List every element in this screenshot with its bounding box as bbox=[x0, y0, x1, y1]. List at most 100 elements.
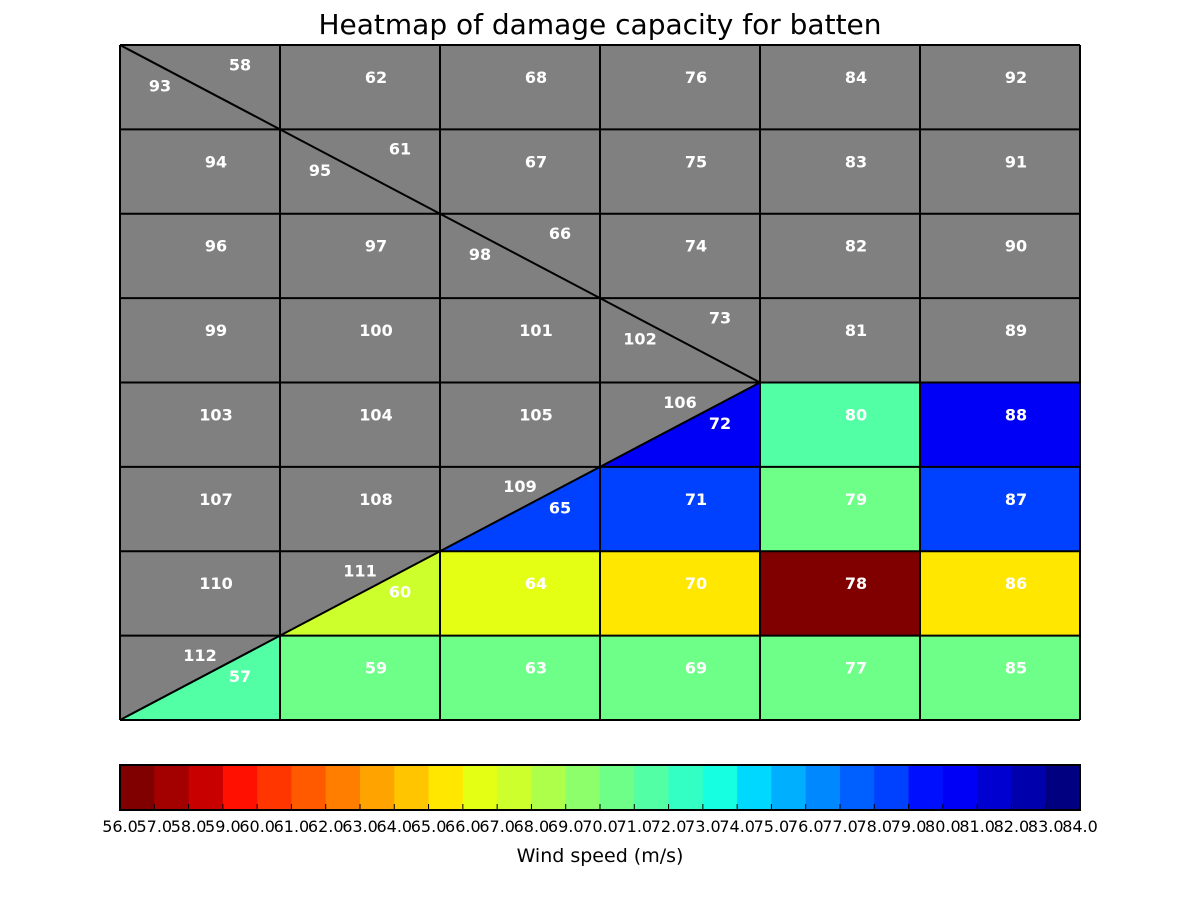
chart-title: Heatmap of damage capacity for batten bbox=[318, 8, 881, 41]
colorbar-tick-label: 61.0 bbox=[274, 817, 310, 836]
colorbar-segment bbox=[600, 765, 635, 810]
colorbar-segment bbox=[428, 765, 464, 810]
cell-1-4-label: 83 bbox=[845, 152, 867, 171]
colorbar-tick-label: 80.0 bbox=[925, 817, 961, 836]
cell-3-3-upper-label: 73 bbox=[709, 308, 731, 327]
cell-0-0-lower-label: 93 bbox=[149, 76, 171, 95]
colorbar-tick-label: 79.0 bbox=[891, 817, 927, 836]
colorbar-tick-label: 71.0 bbox=[616, 817, 652, 836]
cell-7-3-fill bbox=[600, 635, 760, 720]
colorbar-segment bbox=[874, 765, 910, 810]
cell-1-5-fill bbox=[920, 129, 1080, 214]
cell-7-2-fill bbox=[440, 635, 600, 720]
cell-3-0-fill bbox=[120, 298, 280, 383]
cell-7-1-label: 59 bbox=[365, 659, 387, 678]
colorbar-tick-label: 67.0 bbox=[479, 817, 515, 836]
cell-5-3-label: 71 bbox=[685, 490, 707, 509]
diagonal-line bbox=[279, 550, 441, 637]
cell-6-3-fill bbox=[600, 551, 760, 636]
cell-0-5-label: 92 bbox=[1005, 68, 1027, 87]
cell-1-3-fill bbox=[600, 129, 760, 214]
colorbar-segment bbox=[360, 765, 395, 810]
colorbar-tick-label: 75.0 bbox=[754, 817, 790, 836]
cell-4-3-upper-label: 106 bbox=[663, 393, 696, 412]
colorbar-tick-label: 69.0 bbox=[548, 817, 584, 836]
colorbar-tick-label: 57.0 bbox=[136, 817, 172, 836]
cell-2-3-label: 74 bbox=[685, 237, 707, 256]
colorbar-segment bbox=[805, 765, 841, 810]
colorbar-label: Wind speed (m/s) bbox=[517, 845, 684, 867]
cell-1-2-label: 67 bbox=[525, 152, 547, 171]
colorbar-tick-label: 83.0 bbox=[1028, 817, 1064, 836]
cell-0-3-fill bbox=[600, 45, 760, 130]
cell-6-2-label: 64 bbox=[525, 574, 547, 593]
colorbar-segment bbox=[1045, 765, 1081, 810]
colorbar-segment bbox=[840, 765, 875, 810]
colorbar-tick-label: 70.0 bbox=[582, 817, 618, 836]
cell-3-1-label: 100 bbox=[359, 321, 392, 340]
colorbar-tick-label: 65.0 bbox=[411, 817, 447, 836]
colorbar-tick-label: 63.0 bbox=[342, 817, 378, 836]
colorbar-tick-label: 78.0 bbox=[856, 817, 892, 836]
diagonal-line bbox=[279, 128, 441, 215]
colorbar-tick-label: 72.0 bbox=[651, 817, 687, 836]
colorbar-tick-label: 62.0 bbox=[308, 817, 344, 836]
colorbar-segment bbox=[942, 765, 978, 810]
cell-4-5-label: 88 bbox=[1005, 405, 1027, 424]
colorbar-segment bbox=[531, 765, 567, 810]
colorbar-tick-label: 73.0 bbox=[685, 817, 721, 836]
cell-2-1-label: 97 bbox=[365, 237, 387, 256]
cell-2-4-fill bbox=[760, 213, 920, 299]
cell-4-1-fill bbox=[280, 382, 440, 467]
cell-4-3-lower-label: 72 bbox=[709, 414, 731, 433]
diagonal-line bbox=[119, 634, 281, 721]
colorbar-segment bbox=[257, 765, 293, 810]
cell-5-0-fill bbox=[120, 466, 280, 552]
colorbar-segment bbox=[565, 765, 601, 810]
cell-0-2-fill bbox=[440, 45, 600, 130]
colorbar-tick-label: 74.0 bbox=[719, 817, 755, 836]
cell-0-3-label: 76 bbox=[685, 68, 707, 87]
cell-5-4-label: 79 bbox=[845, 490, 867, 509]
cell-2-4-label: 82 bbox=[845, 237, 867, 256]
cell-6-5-label: 86 bbox=[1005, 574, 1027, 593]
colorbar-segment bbox=[1011, 765, 1047, 810]
cell-1-0-fill bbox=[120, 129, 280, 214]
cell-6-1-lower-label: 60 bbox=[389, 583, 411, 602]
colorbar-segment bbox=[462, 765, 498, 810]
colorbar-tick-label: 56.0 bbox=[102, 817, 138, 836]
cell-4-0-label: 103 bbox=[199, 405, 232, 424]
colorbar-tick-label: 84.0 bbox=[1062, 817, 1098, 836]
cell-3-2-fill bbox=[440, 298, 600, 383]
cell-4-2-fill bbox=[440, 382, 600, 467]
cell-7-4-fill bbox=[760, 635, 920, 720]
cell-4-5-fill bbox=[920, 382, 1080, 467]
cell-6-2-fill bbox=[440, 551, 600, 636]
cell-6-1-upper-label: 111 bbox=[343, 562, 376, 581]
cell-5-4-fill bbox=[760, 466, 920, 552]
cell-2-0-label: 96 bbox=[205, 237, 227, 256]
colorbar-segment bbox=[771, 765, 807, 810]
colorbar-segment bbox=[908, 765, 944, 810]
cell-2-1-fill bbox=[280, 213, 440, 299]
cell-3-2-label: 101 bbox=[519, 321, 552, 340]
colorbar-segment bbox=[394, 765, 430, 810]
colorbar-segment bbox=[668, 765, 704, 810]
cell-1-4-fill bbox=[760, 129, 920, 214]
colorbar-segment bbox=[120, 765, 155, 810]
cell-0-2-label: 68 bbox=[525, 68, 547, 87]
cell-2-3-fill bbox=[600, 213, 760, 299]
cell-5-5-fill bbox=[920, 466, 1080, 552]
diagonal-line bbox=[599, 381, 761, 468]
cell-6-3-label: 70 bbox=[685, 574, 707, 593]
colorbar-segment bbox=[497, 765, 533, 810]
colorbar-segment bbox=[291, 765, 327, 810]
cell-0-1-fill bbox=[280, 45, 440, 130]
cell-4-4-label: 80 bbox=[845, 405, 867, 424]
cell-1-1-upper-label: 61 bbox=[389, 140, 411, 159]
cell-3-4-label: 81 bbox=[845, 321, 867, 340]
cell-4-1-label: 104 bbox=[359, 405, 392, 424]
cell-7-0-upper-label: 112 bbox=[183, 646, 216, 665]
colorbar-tick-label: 68.0 bbox=[514, 817, 550, 836]
cell-5-3-fill bbox=[600, 466, 760, 552]
